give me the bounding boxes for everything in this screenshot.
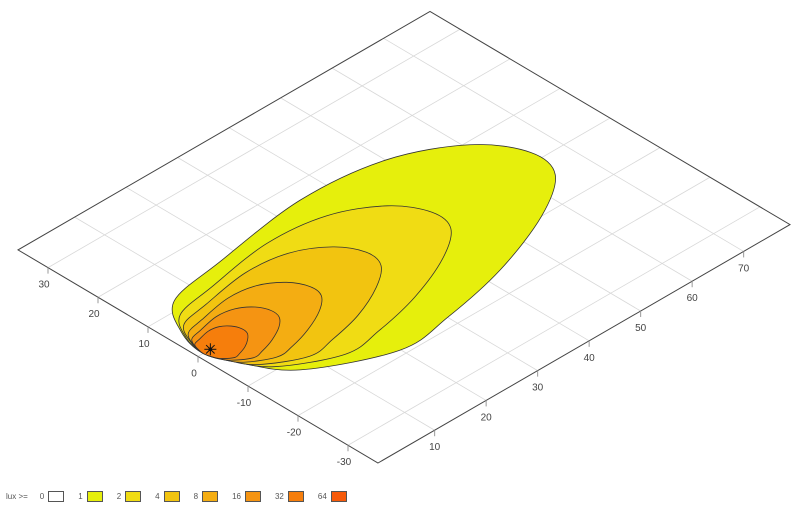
x-tick-label: 40 [584,353,596,364]
legend-swatch [330,491,347,502]
y-tick-label: 10 [138,339,150,350]
grid-line-y [347,206,761,446]
legend-value: 0 [39,492,45,501]
legend-value: 8 [193,492,199,501]
x-tick-label: 30 [532,383,544,394]
legend: lux >= 0 1 2 4 8 16 32 64 [6,491,361,502]
y-tick-label: 20 [88,309,100,320]
y-tick-label: -10 [237,398,252,409]
x-tick-label: 10 [429,442,441,453]
legend-item: 0 [39,491,65,502]
legend-item: 8 [193,491,219,502]
legend-item: 32 [275,491,304,502]
floor-outline [17,10,791,464]
legend-value: 4 [155,492,160,501]
grid-line-y [97,58,511,298]
contour-32-lux [194,325,249,359]
contour-regions [171,144,556,371]
legend-item: 64 [318,491,347,502]
legend-value: 64 [317,492,327,501]
floor-frame [17,10,791,464]
legend-swatch [48,491,65,502]
x-tick-label: 70 [738,263,750,274]
legend-value: 2 [116,492,122,501]
legend-swatch [202,491,219,502]
x-tick-label: 60 [687,293,699,304]
legend-title: lux >= [6,492,28,501]
grid-line-y [297,176,711,416]
y-tick-label: 30 [38,280,50,291]
legend-item: 1 [78,491,103,502]
y-tick-label: -30 [337,457,352,468]
legend-value: 32 [274,492,284,501]
y-tick-label: -20 [287,428,302,439]
marker-center [208,347,213,352]
legend-value: 1 [78,492,83,501]
legend-swatch [125,491,142,502]
legend-value: 16 [232,492,241,501]
luminaire-marker-icon [204,343,217,356]
legend-item: 16 [232,491,261,502]
x-tick-label: 50 [635,323,647,334]
legend-swatch [287,491,304,502]
legend-swatch [86,491,103,502]
y-tick-label: 0 [191,368,197,379]
axis-ticks: 10 20 30 40 50 60 70 -30 -20 -10 0 10 20 30 [38,251,750,468]
x-tick-label: 20 [481,412,493,423]
grid-line-y [47,28,461,268]
legend-item: 2 [116,491,142,502]
legend-item: 4 [155,491,180,502]
legend-swatch [163,491,180,502]
legend-swatch [244,491,261,502]
